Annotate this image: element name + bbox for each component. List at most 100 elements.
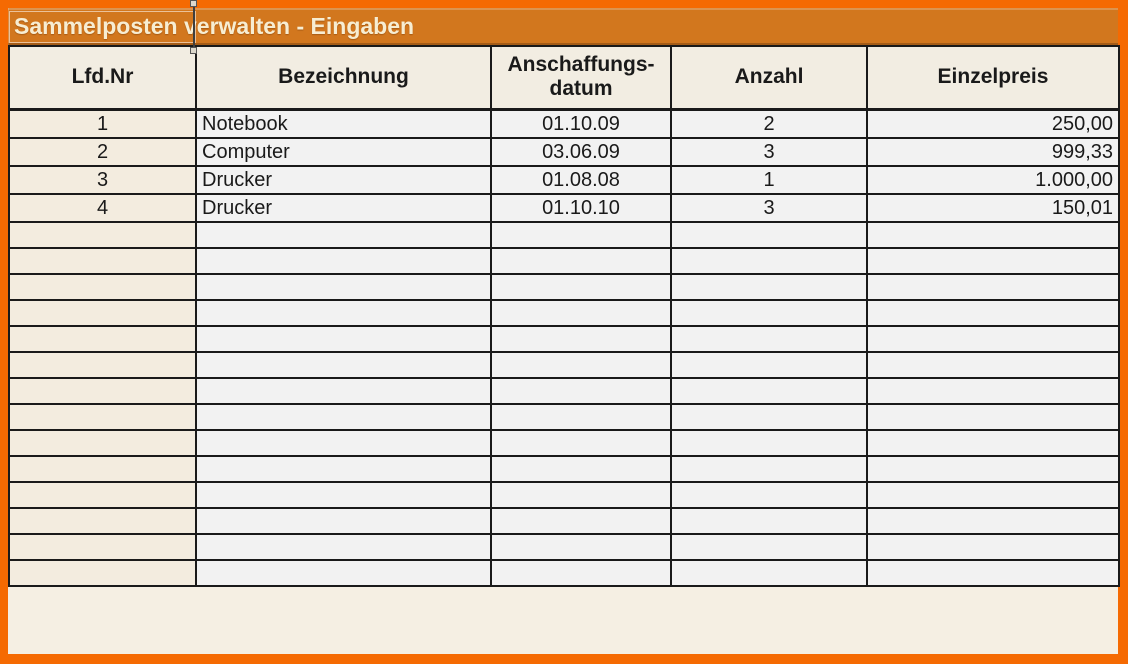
cell-lfd-nr[interactable] bbox=[8, 532, 197, 561]
column-header-anzahl[interactable]: Anzahl bbox=[670, 45, 868, 111]
cell-anzahl[interactable] bbox=[670, 480, 868, 509]
cell-einzelpreis[interactable]: 1.000,00 bbox=[866, 164, 1120, 195]
cell-lfd-nr[interactable]: 3 bbox=[8, 164, 197, 195]
cell-lfd-nr[interactable] bbox=[8, 376, 197, 405]
cell-anzahl[interactable] bbox=[670, 298, 868, 327]
cell-lfd-nr[interactable]: 2 bbox=[8, 136, 197, 167]
cell-einzelpreis[interactable] bbox=[866, 506, 1120, 535]
empty-row bbox=[8, 298, 1120, 327]
cell-einzelpreis[interactable] bbox=[866, 532, 1120, 561]
cell-anschaffungsdatum[interactable] bbox=[490, 350, 672, 379]
divider-handle-top-icon[interactable] bbox=[190, 0, 197, 7]
cell-einzelpreis[interactable] bbox=[866, 272, 1120, 301]
cell-bezeichnung[interactable] bbox=[195, 324, 492, 353]
cell-lfd-nr[interactable] bbox=[8, 220, 197, 249]
cell-anzahl[interactable]: 1 bbox=[670, 164, 868, 195]
cell-lfd-nr[interactable] bbox=[8, 454, 197, 483]
cell-anschaffungsdatum[interactable] bbox=[490, 376, 672, 405]
cell-anschaffungsdatum[interactable] bbox=[490, 272, 672, 301]
cell-anzahl[interactable] bbox=[670, 272, 868, 301]
cell-anzahl[interactable] bbox=[670, 506, 868, 535]
cell-lfd-nr[interactable] bbox=[8, 298, 197, 327]
cell-lfd-nr[interactable] bbox=[8, 480, 197, 509]
cell-anzahl[interactable]: 2 bbox=[670, 108, 868, 139]
cell-bezeichnung[interactable] bbox=[195, 454, 492, 483]
cell-lfd-nr[interactable] bbox=[8, 428, 197, 457]
cell-bezeichnung[interactable]: Drucker bbox=[195, 164, 492, 195]
cell-anzahl[interactable] bbox=[670, 246, 868, 275]
cell-lfd-nr[interactable] bbox=[8, 506, 197, 535]
cell-einzelpreis[interactable] bbox=[866, 454, 1120, 483]
cell-anzahl[interactable]: 3 bbox=[670, 136, 868, 167]
cell-bezeichnung[interactable] bbox=[195, 220, 492, 249]
cell-anschaffungsdatum[interactable]: 01.10.09 bbox=[490, 108, 672, 139]
cell-anzahl[interactable] bbox=[670, 454, 868, 483]
cell-lfd-nr[interactable] bbox=[8, 272, 197, 301]
cell-anzahl[interactable] bbox=[670, 220, 868, 249]
cell-bezeichnung[interactable] bbox=[195, 272, 492, 301]
cell-einzelpreis[interactable] bbox=[866, 376, 1120, 405]
cell-einzelpreis[interactable] bbox=[866, 350, 1120, 379]
cell-anschaffungsdatum[interactable] bbox=[490, 298, 672, 327]
cell-einzelpreis[interactable]: 999,33 bbox=[866, 136, 1120, 167]
cell-einzelpreis[interactable] bbox=[866, 298, 1120, 327]
column-header-anschaffungsdatum[interactable]: Anschaffungs- datum bbox=[490, 45, 672, 111]
cell-anzahl[interactable] bbox=[670, 376, 868, 405]
cell-anzahl[interactable] bbox=[670, 558, 868, 587]
cell-bezeichnung[interactable]: Notebook bbox=[195, 108, 492, 139]
cell-bezeichnung[interactable] bbox=[195, 376, 492, 405]
cell-bezeichnung[interactable] bbox=[195, 428, 492, 457]
cell-anschaffungsdatum[interactable]: 03.06.09 bbox=[490, 136, 672, 167]
cell-bezeichnung[interactable] bbox=[195, 402, 492, 431]
cell-anschaffungsdatum[interactable] bbox=[490, 480, 672, 509]
table-row: 4 Drucker 01.10.10 3 150,01 bbox=[8, 192, 1120, 223]
cell-lfd-nr[interactable] bbox=[8, 350, 197, 379]
cell-anschaffungsdatum[interactable] bbox=[490, 532, 672, 561]
cell-einzelpreis[interactable]: 250,00 bbox=[866, 108, 1120, 139]
cell-einzelpreis[interactable] bbox=[866, 428, 1120, 457]
cell-bezeichnung[interactable] bbox=[195, 246, 492, 275]
cell-anzahl[interactable] bbox=[670, 402, 868, 431]
cell-anzahl[interactable]: 3 bbox=[670, 192, 868, 223]
cell-bezeichnung[interactable]: Computer bbox=[195, 136, 492, 167]
cell-bezeichnung[interactable] bbox=[195, 480, 492, 509]
column-header-lfd-nr[interactable]: Lfd.Nr bbox=[8, 45, 197, 111]
cell-lfd-nr[interactable]: 4 bbox=[8, 192, 197, 223]
cell-einzelpreis[interactable] bbox=[866, 558, 1120, 587]
column-divider-handle[interactable] bbox=[190, 0, 197, 54]
cell-bezeichnung[interactable]: Drucker bbox=[195, 192, 492, 223]
cell-bezeichnung[interactable] bbox=[195, 558, 492, 587]
cell-bezeichnung[interactable] bbox=[195, 506, 492, 535]
cell-einzelpreis[interactable] bbox=[866, 246, 1120, 275]
cell-lfd-nr[interactable]: 1 bbox=[8, 108, 197, 139]
cell-anzahl[interactable] bbox=[670, 350, 868, 379]
cell-bezeichnung[interactable] bbox=[195, 350, 492, 379]
cell-bezeichnung[interactable] bbox=[195, 532, 492, 561]
cell-lfd-nr[interactable] bbox=[8, 246, 197, 275]
cell-anzahl[interactable] bbox=[670, 532, 868, 561]
cell-anschaffungsdatum[interactable] bbox=[490, 324, 672, 353]
column-header-bezeichnung[interactable]: Bezeichnung bbox=[195, 45, 492, 111]
cell-anschaffungsdatum[interactable]: 01.10.10 bbox=[490, 192, 672, 223]
cell-einzelpreis[interactable] bbox=[866, 324, 1120, 353]
column-header-einzelpreis[interactable]: Einzelpreis bbox=[866, 45, 1120, 111]
cell-lfd-nr[interactable] bbox=[8, 402, 197, 431]
cell-anschaffungsdatum[interactable] bbox=[490, 246, 672, 275]
cell-lfd-nr[interactable] bbox=[8, 324, 197, 353]
cell-anschaffungsdatum[interactable]: 01.08.08 bbox=[490, 164, 672, 195]
divider-handle-bottom-icon[interactable] bbox=[190, 47, 197, 54]
cell-anzahl[interactable] bbox=[670, 324, 868, 353]
cell-einzelpreis[interactable] bbox=[866, 220, 1120, 249]
cell-bezeichnung[interactable] bbox=[195, 298, 492, 327]
cell-lfd-nr[interactable] bbox=[8, 558, 197, 587]
cell-einzelpreis[interactable] bbox=[866, 402, 1120, 431]
cell-anschaffungsdatum[interactable] bbox=[490, 428, 672, 457]
cell-anschaffungsdatum[interactable] bbox=[490, 558, 672, 587]
cell-einzelpreis[interactable]: 150,01 bbox=[866, 192, 1120, 223]
cell-anschaffungsdatum[interactable] bbox=[490, 220, 672, 249]
cell-anschaffungsdatum[interactable] bbox=[490, 402, 672, 431]
cell-anzahl[interactable] bbox=[670, 428, 868, 457]
cell-einzelpreis[interactable] bbox=[866, 480, 1120, 509]
cell-anschaffungsdatum[interactable] bbox=[490, 506, 672, 535]
cell-anschaffungsdatum[interactable] bbox=[490, 454, 672, 483]
